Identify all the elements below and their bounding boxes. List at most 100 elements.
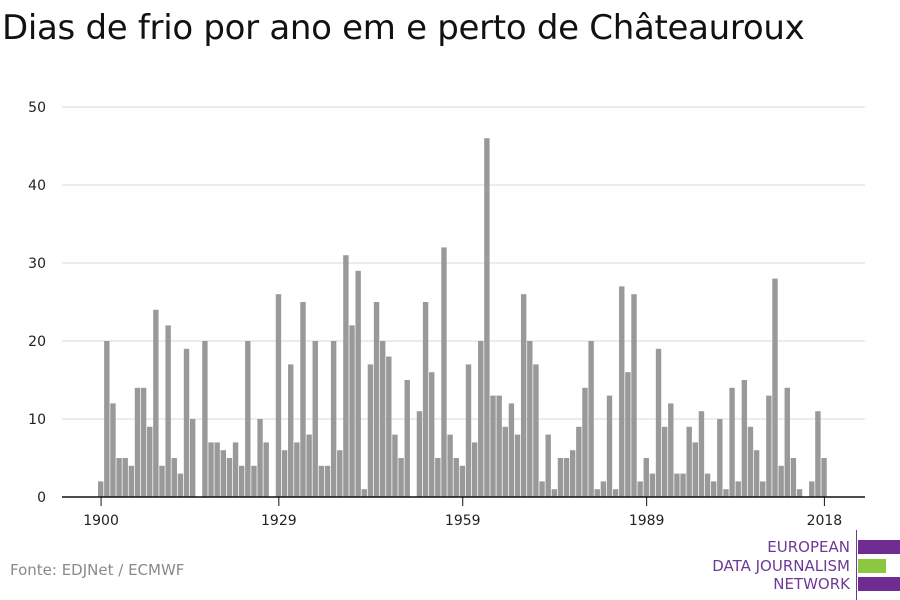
bar bbox=[674, 473, 680, 497]
bar bbox=[140, 387, 147, 497]
bar bbox=[680, 473, 686, 497]
bar bbox=[557, 458, 564, 497]
bar bbox=[104, 341, 110, 497]
bar bbox=[692, 442, 699, 497]
y-tick-label: 50 bbox=[28, 100, 46, 116]
bar bbox=[588, 341, 594, 497]
bar bbox=[404, 380, 410, 497]
bar bbox=[429, 372, 435, 497]
bar bbox=[520, 294, 527, 497]
logo-bar-purple-bottom bbox=[858, 577, 900, 591]
y-tick-label: 30 bbox=[28, 256, 46, 272]
bar bbox=[122, 458, 128, 497]
bar bbox=[563, 458, 570, 497]
bar bbox=[711, 481, 717, 497]
x-tick-label: 1959 bbox=[445, 513, 481, 529]
bar bbox=[281, 450, 288, 497]
bar bbox=[435, 458, 441, 497]
y-tick-label: 10 bbox=[28, 412, 46, 428]
bar bbox=[214, 442, 220, 497]
x-tick-label: 1900 bbox=[83, 513, 119, 529]
bar bbox=[441, 247, 447, 497]
bar bbox=[600, 481, 607, 497]
bar bbox=[343, 255, 349, 497]
bar bbox=[704, 473, 711, 497]
bar bbox=[416, 411, 423, 497]
bar bbox=[177, 473, 184, 497]
bar bbox=[484, 138, 490, 497]
bar bbox=[447, 434, 453, 497]
bar bbox=[735, 481, 741, 497]
bar bbox=[189, 419, 196, 497]
x-tick-label: 1929 bbox=[261, 513, 297, 529]
bar bbox=[318, 465, 325, 497]
bar bbox=[208, 442, 214, 497]
bar bbox=[257, 419, 263, 497]
bar bbox=[232, 442, 239, 497]
bar bbox=[128, 465, 135, 497]
bar bbox=[386, 356, 392, 497]
bar bbox=[220, 450, 226, 497]
bar bbox=[337, 450, 343, 497]
y-axis-tick-labels: 0 10 20 30 40 50 bbox=[28, 100, 46, 506]
bar bbox=[625, 372, 631, 497]
bar bbox=[478, 341, 484, 497]
bar bbox=[533, 364, 539, 497]
bar bbox=[815, 411, 821, 497]
bar bbox=[594, 489, 600, 497]
bar bbox=[790, 458, 797, 497]
bar bbox=[490, 395, 496, 497]
logo-line-1: EUROPEAN bbox=[767, 538, 850, 556]
bar bbox=[226, 458, 233, 497]
bar bbox=[165, 325, 171, 497]
bar bbox=[796, 489, 803, 497]
bar bbox=[202, 341, 208, 497]
bar bbox=[643, 458, 649, 497]
bar bbox=[110, 403, 116, 497]
y-tick-label: 20 bbox=[28, 334, 46, 350]
bar bbox=[809, 481, 815, 497]
bar bbox=[355, 270, 361, 497]
bar bbox=[637, 481, 643, 497]
bar bbox=[766, 395, 772, 497]
bar bbox=[465, 364, 472, 497]
bar bbox=[508, 403, 515, 497]
bar bbox=[717, 419, 723, 497]
bar bbox=[606, 395, 613, 497]
bar bbox=[821, 458, 827, 497]
source-note: Fonte: EDJNet / ECMWF bbox=[10, 561, 185, 579]
bar bbox=[288, 364, 294, 497]
bar bbox=[147, 426, 153, 497]
gridlines bbox=[62, 106, 865, 420]
bar bbox=[514, 434, 521, 497]
bar bbox=[361, 489, 367, 497]
bar bbox=[459, 465, 466, 497]
bar bbox=[116, 458, 122, 497]
bar bbox=[349, 325, 355, 497]
bar bbox=[238, 465, 245, 497]
bar bbox=[398, 458, 404, 497]
logo-divider bbox=[856, 530, 857, 600]
bar bbox=[576, 426, 582, 497]
bar bbox=[551, 489, 558, 497]
bar bbox=[661, 426, 668, 497]
logo-bar-purple-top bbox=[858, 540, 900, 554]
bar bbox=[723, 489, 729, 497]
bar bbox=[496, 395, 502, 497]
bar bbox=[582, 387, 588, 497]
bar bbox=[471, 442, 478, 497]
bar bbox=[306, 434, 312, 497]
bar bbox=[612, 489, 619, 497]
bar bbox=[324, 465, 331, 497]
bar bbox=[263, 442, 269, 497]
bar bbox=[312, 341, 318, 497]
bar bbox=[422, 302, 429, 497]
bar bbox=[619, 286, 625, 497]
bar bbox=[373, 302, 380, 497]
bar bbox=[367, 364, 374, 497]
bar bbox=[153, 309, 159, 497]
bar bbox=[729, 387, 735, 497]
bar bbox=[453, 458, 459, 497]
bar bbox=[772, 278, 778, 497]
